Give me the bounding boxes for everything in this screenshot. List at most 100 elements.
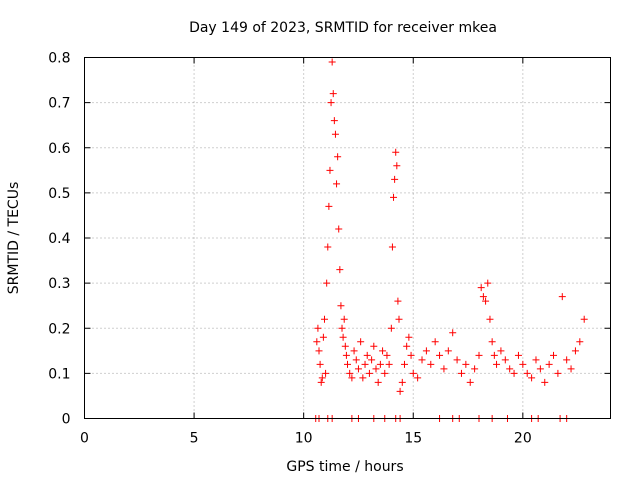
data-point <box>453 356 461 364</box>
data-point <box>329 90 337 98</box>
data-point <box>390 193 398 201</box>
data-point <box>490 351 498 359</box>
data-point <box>519 360 527 368</box>
data-point <box>395 315 403 323</box>
data-point <box>514 351 522 359</box>
data-point <box>567 365 575 373</box>
data-point <box>381 369 389 377</box>
data-point <box>361 360 369 368</box>
data-point <box>418 356 426 364</box>
data-point <box>341 342 349 350</box>
data-point <box>488 338 496 346</box>
data-point <box>333 180 341 188</box>
data-point <box>482 297 490 305</box>
data-point <box>532 356 540 364</box>
data-point <box>484 279 492 287</box>
data-point <box>327 99 335 107</box>
data-point <box>394 297 402 305</box>
data-point <box>400 360 408 368</box>
data-point <box>422 347 430 355</box>
data-point <box>392 148 400 156</box>
data-point <box>336 266 344 274</box>
data-point <box>330 117 338 125</box>
data-point <box>388 243 396 251</box>
data-point <box>342 351 350 359</box>
data-point <box>563 356 571 364</box>
data-point <box>346 369 354 377</box>
data-point <box>486 315 494 323</box>
data-point <box>444 347 452 355</box>
data-point <box>466 378 474 386</box>
data-point <box>324 243 332 251</box>
x-tick-label: 0 <box>80 431 89 447</box>
data-point <box>372 365 380 373</box>
data-point <box>363 351 371 359</box>
data-point <box>350 347 358 355</box>
data-point <box>319 333 327 341</box>
data-point <box>338 324 346 332</box>
y-tick-label: 0.5 <box>48 186 70 202</box>
data-point <box>340 315 348 323</box>
data-point <box>545 360 553 368</box>
data-point <box>479 293 487 301</box>
data-point <box>317 378 325 386</box>
data-point <box>462 360 470 368</box>
data-point <box>493 360 501 368</box>
grid <box>84 57 611 419</box>
y-tick-label: 0.4 <box>48 231 70 247</box>
data-point <box>323 279 331 287</box>
data-point <box>387 324 395 332</box>
y-axis-label: SRMTID / TECUs <box>6 182 22 295</box>
data-point <box>541 378 549 386</box>
data-point <box>316 360 324 368</box>
data-point <box>320 315 328 323</box>
plot-frame <box>84 57 611 419</box>
data-point <box>385 360 393 368</box>
data-point <box>313 338 321 346</box>
data-point <box>501 356 509 364</box>
data-point <box>576 338 584 346</box>
data-point <box>528 374 536 382</box>
data-point <box>554 369 562 377</box>
data-point <box>334 153 342 161</box>
data-point <box>536 365 544 373</box>
data-point <box>449 329 457 337</box>
y-tick-label: 0 <box>62 412 71 428</box>
data-point <box>315 347 323 355</box>
x-tick-label: 10 <box>295 431 313 447</box>
data-point <box>331 130 339 138</box>
data-point <box>325 202 333 210</box>
data-point <box>558 293 566 301</box>
data-point <box>475 351 483 359</box>
data-point <box>550 351 558 359</box>
data-point <box>506 365 514 373</box>
y-tick-label: 0.1 <box>48 366 70 382</box>
y-tick-label: 0.2 <box>48 321 70 337</box>
data-point <box>348 374 356 382</box>
data-point <box>431 338 439 346</box>
data-point <box>497 347 505 355</box>
data-point <box>571 347 579 355</box>
data-point <box>365 369 373 377</box>
data-point <box>383 351 391 359</box>
data-point <box>326 166 334 174</box>
data-point <box>391 175 399 183</box>
data-point <box>409 369 417 377</box>
data-point <box>436 351 444 359</box>
data-point <box>379 347 387 355</box>
data-point <box>322 369 330 377</box>
data-point <box>403 342 411 350</box>
data-point <box>318 374 326 382</box>
data-point <box>328 58 336 66</box>
data-point <box>457 369 465 377</box>
y-tick-label: 0.3 <box>48 276 70 292</box>
data-point <box>344 360 351 368</box>
data-point <box>370 342 378 350</box>
data-point <box>368 356 376 364</box>
data-point <box>357 338 365 346</box>
x-tick-label: 15 <box>404 431 422 447</box>
y-tick-label: 0.6 <box>48 141 70 157</box>
data-point <box>523 369 531 377</box>
